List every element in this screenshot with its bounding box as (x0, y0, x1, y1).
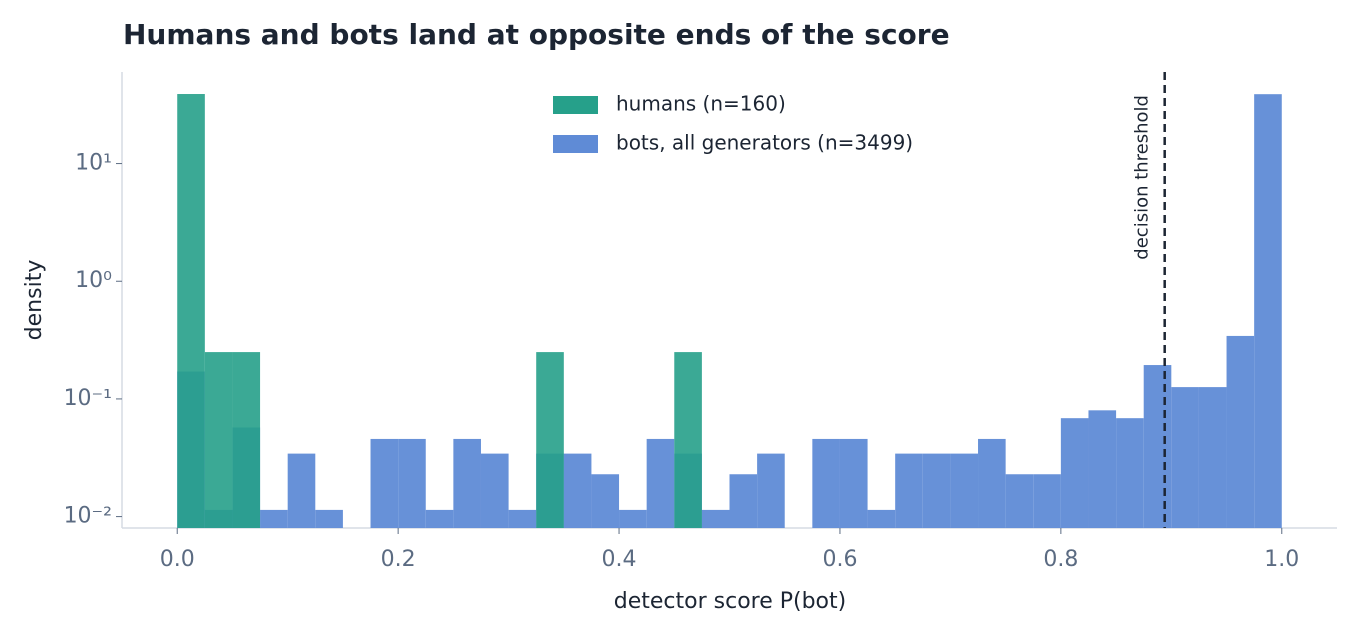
bar (978, 438, 1006, 528)
bar (1226, 335, 1255, 528)
y-axis-label: density (22, 260, 47, 341)
x-axis-label: detector score P(bot) (614, 589, 846, 614)
bar (232, 352, 261, 528)
bar (1060, 418, 1089, 528)
bar (315, 509, 343, 528)
y-tick-label: 10⁻¹ (64, 386, 112, 411)
bar (370, 438, 399, 528)
bar (701, 509, 730, 528)
bar (674, 352, 702, 528)
y-tick-label: 10⁻² (64, 504, 112, 529)
bar (480, 453, 509, 528)
bar (839, 438, 868, 528)
bar (260, 509, 288, 528)
bar (536, 352, 564, 528)
bar (425, 509, 454, 528)
x-tick-label: 0.8 (1043, 547, 1078, 572)
bar (922, 453, 951, 528)
legend-label: humans (n=160) (616, 92, 786, 116)
chart-title: Humans and bots land at opposite ends of… (123, 18, 950, 51)
x-tick-label: 0.0 (160, 547, 195, 572)
x-tick-label: 0.6 (822, 547, 857, 572)
bar (1171, 387, 1199, 528)
bar (1033, 474, 1061, 528)
y-tick-label: 10⁰ (75, 268, 112, 293)
bar (1143, 365, 1172, 528)
bar (1198, 387, 1227, 528)
bar (177, 94, 205, 528)
y-tick-label: 10¹ (75, 151, 112, 176)
bar (812, 438, 840, 528)
bar (1088, 410, 1117, 528)
legend-label: bots, all generators (n=3499) (616, 131, 913, 155)
bar (453, 438, 481, 528)
bar (757, 453, 785, 528)
bar (204, 352, 233, 528)
legend-swatch (553, 96, 598, 114)
bar (398, 438, 426, 528)
bar (867, 509, 896, 528)
bar (1116, 418, 1144, 528)
legend-swatch (553, 135, 598, 153)
x-tick-label: 1.0 (1264, 547, 1299, 572)
x-tick-label: 0.2 (381, 547, 416, 572)
bar (1254, 94, 1282, 529)
bar (1005, 474, 1034, 528)
bar (508, 509, 537, 528)
bar (950, 453, 979, 528)
bar (591, 474, 620, 528)
x-tick-label: 0.4 (602, 547, 637, 572)
threshold-label: decision threshold (1132, 95, 1153, 260)
bar (619, 509, 647, 528)
bar (729, 474, 758, 528)
bar (287, 453, 316, 528)
bar (895, 453, 923, 528)
bar (646, 438, 675, 528)
bar (563, 453, 592, 528)
